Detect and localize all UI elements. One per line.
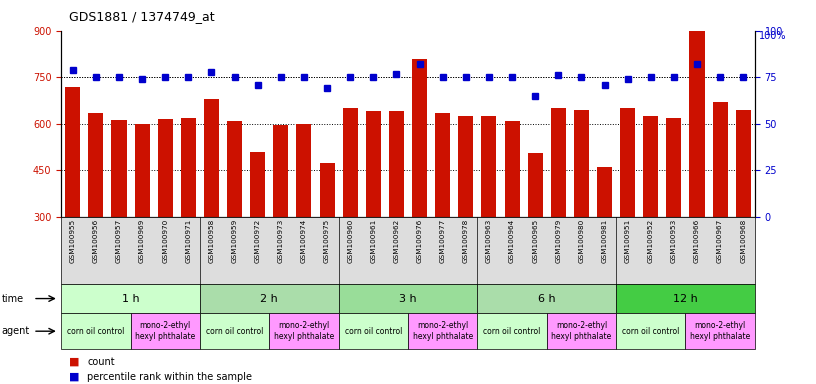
Bar xyxy=(65,87,80,217)
Bar xyxy=(227,121,242,217)
Text: count: count xyxy=(87,356,115,367)
Text: GSM100957: GSM100957 xyxy=(116,219,122,263)
Bar xyxy=(181,118,196,217)
Bar xyxy=(157,119,173,217)
Text: GSM100981: GSM100981 xyxy=(601,219,608,263)
Bar xyxy=(273,126,288,217)
Bar xyxy=(343,108,357,217)
Bar xyxy=(528,153,543,217)
Text: corn oil control: corn oil control xyxy=(206,327,264,336)
Text: GSM100973: GSM100973 xyxy=(277,219,284,263)
Bar xyxy=(112,120,126,217)
Text: mono-2-ethyl
hexyl phthalate: mono-2-ethyl hexyl phthalate xyxy=(274,321,334,341)
Text: GSM100971: GSM100971 xyxy=(185,219,192,263)
Bar xyxy=(320,163,335,217)
Bar xyxy=(389,111,404,217)
Text: GSM100960: GSM100960 xyxy=(347,219,353,263)
Text: GSM100980: GSM100980 xyxy=(579,219,584,263)
Bar xyxy=(551,108,565,217)
Text: GSM100964: GSM100964 xyxy=(509,219,515,263)
Text: percentile rank within the sample: percentile rank within the sample xyxy=(87,372,252,382)
Text: GSM100967: GSM100967 xyxy=(717,219,723,263)
Text: 100%: 100% xyxy=(759,31,787,41)
Bar xyxy=(459,116,473,217)
Text: ■: ■ xyxy=(69,356,80,367)
Text: GSM100955: GSM100955 xyxy=(69,219,76,263)
Text: GSM100961: GSM100961 xyxy=(370,219,376,263)
Bar xyxy=(504,121,520,217)
Bar xyxy=(481,116,496,217)
Text: GSM100962: GSM100962 xyxy=(393,219,400,263)
Text: GSM100972: GSM100972 xyxy=(255,219,261,263)
Text: GSM100970: GSM100970 xyxy=(162,219,168,263)
Text: GSM100952: GSM100952 xyxy=(648,219,654,263)
Text: GSM100958: GSM100958 xyxy=(208,219,215,263)
Text: GSM100974: GSM100974 xyxy=(301,219,307,263)
Bar xyxy=(135,124,149,217)
Text: GSM100953: GSM100953 xyxy=(671,219,677,263)
Bar xyxy=(296,124,312,217)
Bar xyxy=(88,113,104,217)
Bar xyxy=(435,113,450,217)
Text: agent: agent xyxy=(2,326,30,336)
Text: GSM100977: GSM100977 xyxy=(440,219,446,263)
Bar xyxy=(366,111,381,217)
Bar xyxy=(597,167,612,217)
Text: GSM100966: GSM100966 xyxy=(694,219,700,263)
Text: mono-2-ethyl
hexyl phthalate: mono-2-ethyl hexyl phthalate xyxy=(135,321,195,341)
Text: corn oil control: corn oil control xyxy=(344,327,402,336)
Text: time: time xyxy=(2,293,24,304)
Bar xyxy=(251,152,265,217)
Bar xyxy=(620,108,635,217)
Text: mono-2-ethyl
hexyl phthalate: mono-2-ethyl hexyl phthalate xyxy=(552,321,611,341)
Text: GDS1881 / 1374749_at: GDS1881 / 1374749_at xyxy=(69,10,215,23)
Bar xyxy=(667,118,681,217)
Text: 12 h: 12 h xyxy=(673,293,698,304)
Text: 6 h: 6 h xyxy=(538,293,556,304)
Bar xyxy=(574,110,589,217)
Bar xyxy=(412,59,427,217)
Bar xyxy=(712,102,728,217)
Text: GSM100979: GSM100979 xyxy=(555,219,561,263)
Text: GSM100963: GSM100963 xyxy=(486,219,492,263)
Text: mono-2-ethyl
hexyl phthalate: mono-2-ethyl hexyl phthalate xyxy=(690,321,750,341)
Text: corn oil control: corn oil control xyxy=(483,327,541,336)
Text: GSM100969: GSM100969 xyxy=(139,219,145,263)
Bar xyxy=(204,99,219,217)
Bar xyxy=(643,116,659,217)
Bar xyxy=(736,110,751,217)
Text: corn oil control: corn oil control xyxy=(67,327,125,336)
Text: 3 h: 3 h xyxy=(399,293,417,304)
Text: GSM100951: GSM100951 xyxy=(624,219,631,263)
Text: 1 h: 1 h xyxy=(122,293,140,304)
Text: GSM100956: GSM100956 xyxy=(93,219,99,263)
Text: GSM100968: GSM100968 xyxy=(740,219,747,263)
Text: corn oil control: corn oil control xyxy=(622,327,680,336)
Text: GSM100976: GSM100976 xyxy=(416,219,423,263)
Text: GSM100959: GSM100959 xyxy=(232,219,237,263)
Text: 2 h: 2 h xyxy=(260,293,278,304)
Text: ■: ■ xyxy=(69,372,80,382)
Bar xyxy=(690,31,704,217)
Text: GSM100978: GSM100978 xyxy=(463,219,469,263)
Text: mono-2-ethyl
hexyl phthalate: mono-2-ethyl hexyl phthalate xyxy=(413,321,472,341)
Text: GSM100975: GSM100975 xyxy=(324,219,330,263)
Text: GSM100965: GSM100965 xyxy=(532,219,539,263)
